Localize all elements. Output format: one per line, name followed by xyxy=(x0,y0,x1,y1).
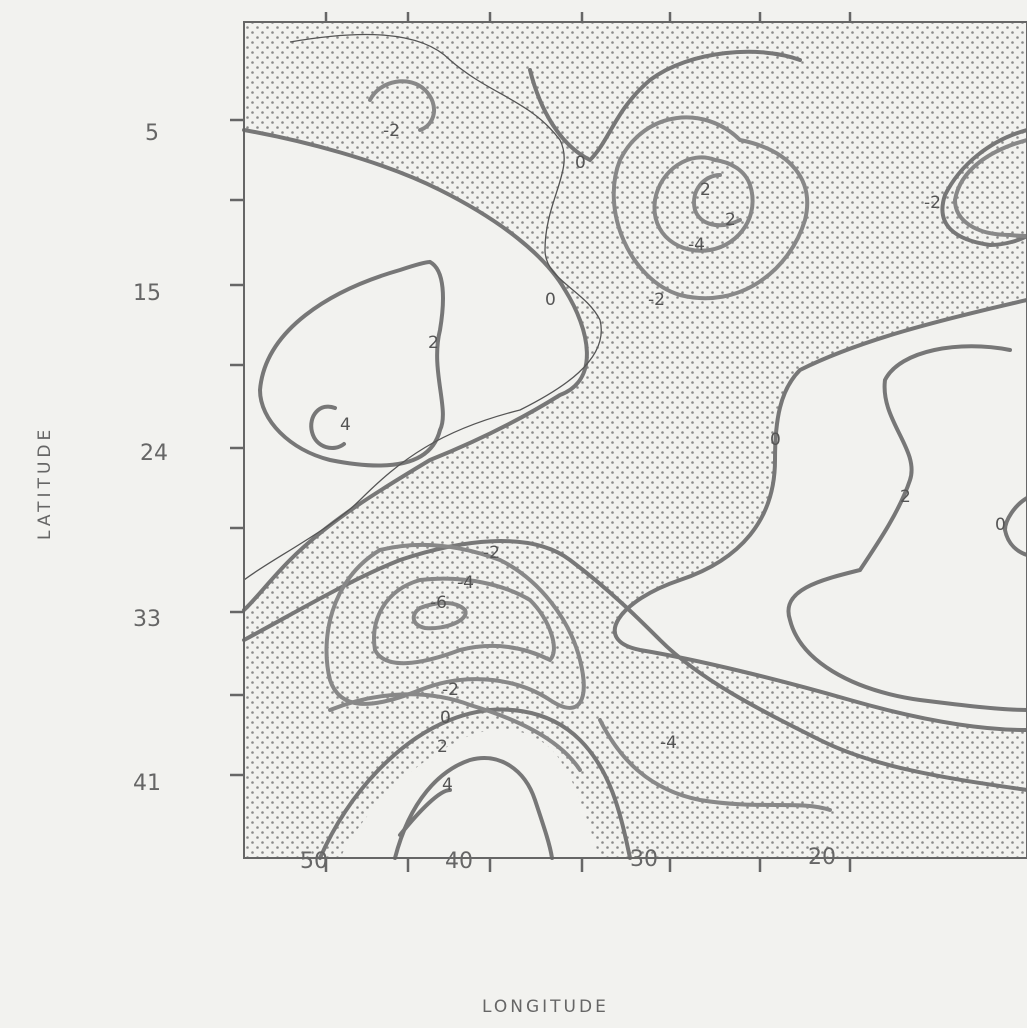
contour-neg2-south xyxy=(324,542,586,710)
contour-label: 0 xyxy=(440,708,451,728)
latitude-tick-label: 15 xyxy=(133,281,161,306)
contour-neg4-ne xyxy=(652,155,755,253)
contour-2-south xyxy=(393,756,554,860)
contour-0-south-inner xyxy=(318,707,632,860)
contour-label: -6 xyxy=(430,593,447,613)
longitude-tick-label: 40 xyxy=(445,849,473,874)
contour-label: -2 xyxy=(383,121,400,141)
longitude-tick-label: 50 xyxy=(300,849,328,874)
map-frame xyxy=(243,21,1027,859)
negative-contours xyxy=(324,79,1027,812)
contour-label: 2 xyxy=(725,210,736,230)
contour-2-west xyxy=(257,260,445,468)
contour-label: 0 xyxy=(545,290,556,310)
contour-neg2-ne xyxy=(611,115,810,301)
thin-track-line xyxy=(243,33,602,581)
contour-label: 4 xyxy=(340,415,351,435)
latitude-tick-label: 24 xyxy=(140,441,168,466)
positive-region-west xyxy=(244,130,587,610)
latitude-tick-label: 41 xyxy=(133,771,161,796)
contour-0-east xyxy=(612,298,1027,732)
contour-neg4-lower xyxy=(598,718,832,812)
contour-0-north xyxy=(242,128,589,612)
contour-lines xyxy=(242,49,1027,860)
contour-label: 2 xyxy=(437,737,448,757)
tick-marks xyxy=(230,12,852,872)
contour-0-north-lobe xyxy=(528,49,802,163)
contour-label: -4 xyxy=(660,733,677,753)
contour-label: -2 xyxy=(442,680,459,700)
contour-0-south xyxy=(242,539,1027,792)
stippled-field xyxy=(244,22,1027,858)
contour-label: 4 xyxy=(442,775,453,795)
contour-label: -2 xyxy=(924,193,941,213)
contour-neg6-south xyxy=(411,601,468,631)
contour-2-ne xyxy=(940,128,1027,248)
contour-2-far-east xyxy=(1002,496,1027,557)
contour-label: 0 xyxy=(575,153,586,173)
contour-neg2-lower xyxy=(328,692,582,772)
contour-neg2-nw xyxy=(368,79,436,132)
contour-label: 0 xyxy=(770,430,781,450)
contour-label: 2 xyxy=(700,180,711,200)
contour-neg4-south xyxy=(372,576,556,666)
positive-region-east xyxy=(614,300,1027,730)
latitude-axis: 5 15 24 33 41 LATITUDE xyxy=(35,121,168,796)
contour-labels: -2 0 -2 -4 -2 0 2 4 2 0 0 2 2 -2 -4 -6 -… xyxy=(340,121,1006,795)
contour-4-west xyxy=(309,404,346,450)
y-axis-title: LATITUDE xyxy=(35,426,55,540)
contour-label: -4 xyxy=(457,573,474,593)
latitude-tick-label: 33 xyxy=(133,607,161,632)
longitude-tick-label: 20 xyxy=(808,845,836,870)
contour-label: 0 xyxy=(995,515,1006,535)
contour-label: -2 xyxy=(648,290,665,310)
longitude-tick-label: 30 xyxy=(630,847,658,872)
contour-2-east xyxy=(786,344,1027,712)
contour-neg2-east xyxy=(952,138,1027,238)
longitude-axis: 50 40 30 20 LONGITUDE xyxy=(300,845,836,1017)
contour-label: 2 xyxy=(900,487,911,507)
latitude-tick-label: 5 xyxy=(145,121,159,146)
contour-neg6-ne xyxy=(692,173,742,228)
contour-4-south xyxy=(398,788,452,837)
contour-label: -4 xyxy=(688,235,705,255)
x-axis-title: LONGITUDE xyxy=(482,997,609,1017)
contour-label: -2 xyxy=(483,543,500,563)
contour-label: 2 xyxy=(428,333,439,353)
